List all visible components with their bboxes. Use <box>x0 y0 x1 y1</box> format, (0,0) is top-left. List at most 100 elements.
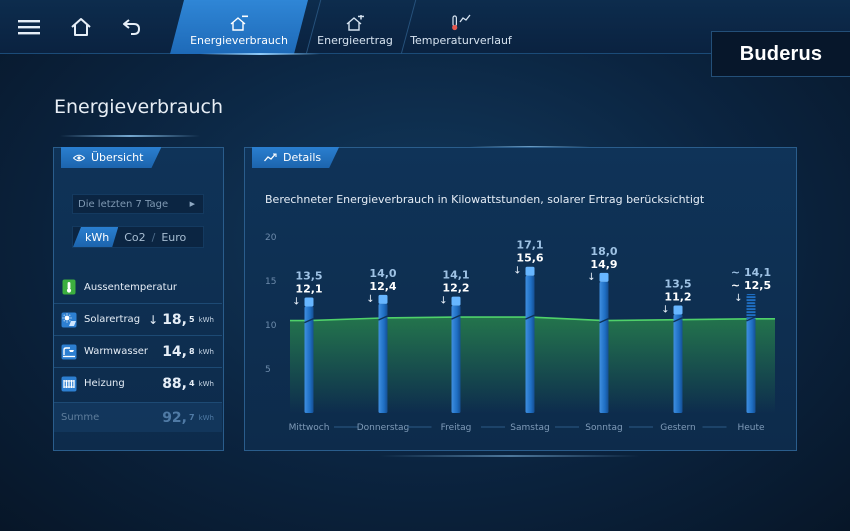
bar-top-label: 13,5 <box>664 277 691 290</box>
row-label: Aussentemperatur <box>84 281 178 293</box>
unit-separator: / <box>151 230 156 244</box>
unit-label: Euro <box>161 230 187 244</box>
sum-unit: kWh <box>198 413 214 422</box>
bar-notch <box>451 314 461 320</box>
bar-value-label: 12,1 <box>295 283 322 296</box>
unit-label: kWh <box>85 230 110 244</box>
solar-arrow: ↓ <box>734 293 742 304</box>
bar-top-cap <box>673 305 683 315</box>
x-tick-label: Gestern <box>660 423 696 433</box>
bar-notch <box>746 316 756 322</box>
home-icon <box>71 18 91 36</box>
unit-co2-button[interactable]: Co2 <box>118 227 151 247</box>
tab-glow <box>200 53 320 55</box>
bar-top-label: 14,0 <box>369 267 396 280</box>
bar-notch <box>525 314 535 320</box>
time-range-label: Die letzten 7 Tage <box>78 198 169 210</box>
bar-notch <box>673 317 683 323</box>
eye-icon <box>73 154 85 162</box>
tab-temperaturverlauf[interactable]: Temperaturverlauf <box>398 0 524 54</box>
thermometer-icon <box>61 279 77 295</box>
bar <box>378 303 388 413</box>
bar-value-label: 14,9 <box>590 258 617 271</box>
time-range-select[interactable]: Die letzten 7 Tage ▶ <box>72 194 204 214</box>
unit-kwh-button[interactable]: kWh <box>73 227 118 247</box>
row-aussentemperatur[interactable]: Aussentemperatur <box>54 271 222 303</box>
overview-tab[interactable]: Übersicht <box>61 147 161 168</box>
row-label: Solarertrag <box>84 314 141 325</box>
bar-top-cap <box>746 294 756 303</box>
y-tick-label: 10 <box>265 321 277 331</box>
bar-top-label: ~ 14,1 <box>731 266 771 279</box>
overview-tab-label: Übersicht <box>91 151 144 164</box>
details-tab[interactable]: Details <box>252 147 339 168</box>
details-tab-label: Details <box>283 151 322 164</box>
house-minus-icon <box>229 15 249 31</box>
unit-switch: kWh Co2 / Euro <box>72 226 204 248</box>
unit-label: Co2 <box>124 230 146 244</box>
bar-value-label: 15,6 <box>516 252 543 265</box>
row-heizung[interactable]: Heizung 88, 4 kWh <box>54 367 222 399</box>
row-label: Warmwasser <box>84 346 149 357</box>
row-summe: Summe 92, 7 kWh <box>54 402 222 432</box>
bar-top-cap <box>378 294 388 304</box>
buderus-logo: Buderus <box>711 31 850 77</box>
sum-value-decimal: 7 <box>189 413 195 422</box>
row-unit: kWh <box>198 315 214 324</box>
bar-top-cap <box>599 272 609 282</box>
solar-arrow: ↓ <box>292 297 300 308</box>
caret-right-icon: ▶ <box>189 200 195 208</box>
trend-icon <box>264 153 277 162</box>
sum-label: Summe <box>61 412 100 423</box>
sum-value: 92, <box>162 409 187 426</box>
row-solarertrag[interactable]: Solarertrag ↓ 18, 5 kWh <box>54 303 222 335</box>
bar-notch <box>304 317 314 324</box>
bar-top-cap <box>304 297 314 307</box>
page-title: Energieverbrauch <box>54 96 224 118</box>
solar-arrow: ↓ <box>366 294 374 305</box>
y-tick-label: 20 <box>265 233 277 243</box>
row-value: 14, <box>162 343 187 360</box>
row-value: 18, <box>162 311 187 328</box>
shower-icon <box>61 344 77 360</box>
y-tick-label: 5 <box>265 365 271 375</box>
bar-today-solid <box>746 318 756 413</box>
bar-value-label: 12,4 <box>369 280 396 293</box>
x-tick-label: Heute <box>737 423 765 433</box>
x-tick-label: Donnerstag <box>357 423 410 433</box>
house-plus-icon <box>346 15 364 31</box>
solar-icon <box>61 312 77 328</box>
row-unit: kWh <box>198 379 214 388</box>
row-value-decimal: 5 <box>189 315 195 324</box>
tab-label: Energieertrag <box>317 34 393 47</box>
solar-arrow: ↓ <box>587 272 595 283</box>
thermometer-chart-icon <box>452 14 471 31</box>
bar-notch <box>378 315 388 321</box>
bar-top-label: 14,1 <box>442 269 469 282</box>
row-warmwasser[interactable]: Warmwasser 14, 8 kWh <box>54 335 222 367</box>
tab-energieverbrauch[interactable]: Energieverbrauch <box>170 0 308 54</box>
row-value-decimal: 4 <box>189 379 195 388</box>
solar-arrow: ↓ <box>513 266 521 277</box>
decorative-glow <box>380 455 640 457</box>
menu-button[interactable] <box>12 10 46 44</box>
menu-icon <box>18 20 40 35</box>
bar-value-label: 11,2 <box>664 290 691 303</box>
x-tick-label: Freitag <box>441 423 472 433</box>
radiator-icon <box>61 376 77 392</box>
bar-value-label: ~ 12,5 <box>731 279 771 292</box>
unit-euro-button[interactable]: Euro <box>155 227 192 247</box>
bar-top-label: 18,0 <box>590 245 617 258</box>
row-value-decimal: 8 <box>189 347 195 356</box>
tab-energieertrag[interactable]: Energieertrag <box>300 0 410 54</box>
overview-panel: Übersicht Die letzten 7 Tage ▶ kWh Co2 /… <box>53 147 224 451</box>
bar <box>525 275 535 413</box>
bar-top-label: 17,1 <box>516 239 543 252</box>
solar-arrow: ↓ <box>661 304 669 315</box>
row-unit: kWh <box>198 347 214 356</box>
back-button[interactable] <box>115 10 149 44</box>
details-panel: Details Berechneter Energieverbrauch in … <box>244 147 797 451</box>
tab-label: Energieverbrauch <box>190 34 288 47</box>
home-button[interactable] <box>64 10 98 44</box>
bar-top-cap <box>451 296 461 306</box>
